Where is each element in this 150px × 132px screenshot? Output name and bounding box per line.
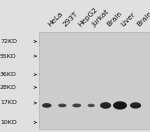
Ellipse shape bbox=[88, 104, 95, 107]
Ellipse shape bbox=[88, 105, 94, 107]
Text: HepG2: HepG2 bbox=[77, 6, 99, 28]
Text: 55KD: 55KD bbox=[0, 54, 17, 59]
Text: Jurkat: Jurkat bbox=[91, 9, 110, 28]
Ellipse shape bbox=[113, 101, 127, 110]
Ellipse shape bbox=[42, 103, 51, 108]
Ellipse shape bbox=[101, 105, 110, 108]
Ellipse shape bbox=[100, 102, 111, 109]
Text: 36KD: 36KD bbox=[0, 72, 17, 77]
Text: 17KD: 17KD bbox=[0, 100, 17, 105]
Text: 10KD: 10KD bbox=[0, 120, 17, 125]
Ellipse shape bbox=[43, 105, 51, 107]
Text: HeLa: HeLa bbox=[47, 10, 64, 28]
Text: 28KD: 28KD bbox=[0, 85, 17, 90]
Ellipse shape bbox=[58, 104, 66, 107]
Ellipse shape bbox=[131, 105, 140, 108]
Text: 293T: 293T bbox=[62, 11, 80, 28]
Text: Liver: Liver bbox=[120, 11, 137, 28]
Text: Brain: Brain bbox=[106, 10, 123, 28]
Ellipse shape bbox=[114, 105, 126, 108]
Ellipse shape bbox=[72, 103, 81, 107]
Ellipse shape bbox=[130, 102, 141, 109]
Bar bbox=[39, 32, 150, 129]
Text: Brain: Brain bbox=[136, 10, 150, 28]
Ellipse shape bbox=[59, 105, 66, 107]
Ellipse shape bbox=[73, 105, 81, 107]
Text: 72KD: 72KD bbox=[0, 39, 17, 44]
